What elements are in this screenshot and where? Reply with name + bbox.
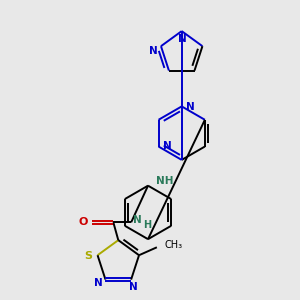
Text: N: N (133, 215, 142, 225)
Text: N: N (94, 278, 103, 288)
Text: N: N (163, 140, 172, 151)
Text: N: N (129, 281, 137, 292)
Text: N: N (149, 46, 158, 56)
Text: N: N (186, 102, 195, 112)
Text: CH₃: CH₃ (165, 240, 183, 250)
Text: NH: NH (156, 176, 173, 187)
Text: O: O (79, 217, 88, 227)
Text: S: S (85, 251, 93, 261)
Text: H: H (143, 220, 151, 230)
Text: N: N (178, 34, 187, 44)
